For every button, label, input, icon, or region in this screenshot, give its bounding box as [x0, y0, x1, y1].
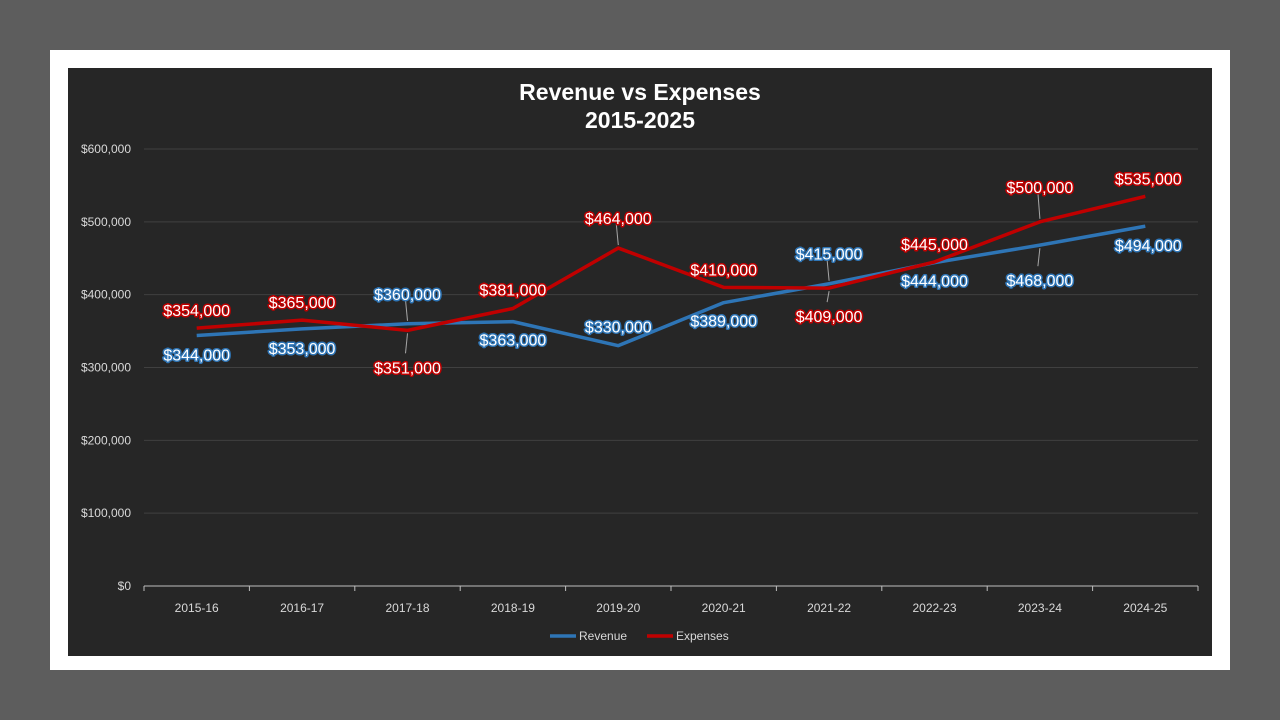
x-tick-label: 2020-21: [702, 601, 746, 615]
y-tick-label: $300,000: [81, 361, 131, 375]
x-tick-label: 2019-20: [596, 601, 640, 615]
y-tick-label: $0: [118, 579, 132, 593]
data-label-expenses: $351,000: [374, 360, 441, 377]
x-tick-label: 2016-17: [280, 601, 324, 615]
series-line-revenue: [196, 224, 1146, 348]
y-tick-label: $600,000: [81, 142, 131, 156]
leader-line: [826, 291, 830, 303]
x-tick-label: 2022-23: [912, 601, 956, 615]
legend-label-expenses: Expenses: [676, 629, 729, 643]
chart-area: Revenue vs Expenses 2015-2025 $0 $100,000…: [68, 68, 1212, 656]
data-label-revenue: $389,000: [690, 314, 757, 331]
leader-line: [615, 224, 619, 246]
data-label-revenue: $468,000: [1007, 273, 1074, 290]
series-line-expenses: [196, 194, 1146, 333]
data-label-revenue: $330,000: [585, 320, 652, 337]
data-label-expenses: $365,000: [269, 295, 336, 312]
y-tick-label: $400,000: [81, 288, 131, 302]
x-tick-label: 2018-19: [491, 601, 535, 615]
x-tick-label: 2015-16: [175, 601, 219, 615]
y-tick-label: $200,000: [81, 433, 131, 447]
legend-label-revenue: Revenue: [579, 629, 627, 643]
data-label-expenses: $381,000: [480, 283, 547, 300]
chart-title-line-2: 2015-2025: [585, 107, 695, 133]
data-label-revenue: $494,000: [1115, 238, 1182, 255]
x-tick-label: 2021-22: [807, 601, 851, 615]
leader-line: [1037, 192, 1041, 219]
data-label-expenses: $409,000: [796, 309, 863, 326]
data-label-expenses: $410,000: [690, 262, 757, 279]
data-label-expenses: $464,000: [585, 211, 652, 228]
x-tick-label: 2017-18: [385, 601, 429, 615]
y-tick-label: $500,000: [81, 215, 131, 229]
leader-line: [826, 259, 830, 281]
leader-line: [405, 299, 408, 321]
data-label-revenue: $344,000: [163, 347, 230, 364]
y-tick-label: $100,000: [81, 506, 131, 520]
x-tick-label: 2023-24: [1018, 601, 1062, 615]
data-label-revenue: $353,000: [269, 341, 336, 358]
data-label-revenue: $363,000: [480, 333, 547, 350]
data-label-expenses: $535,000: [1115, 171, 1182, 188]
data-label-expenses: $445,000: [901, 237, 968, 254]
chart-title-line-1: Revenue vs Expenses: [519, 79, 761, 105]
data-label-expenses: $500,000: [1007, 180, 1074, 197]
leader-line: [405, 333, 408, 354]
x-tick-label: 2024-25: [1123, 601, 1167, 615]
line-chart: Revenue vs Expenses 2015-2025 $0 $100,000…: [81, 79, 1199, 643]
data-label-revenue: $444,000: [901, 274, 968, 291]
leader-line: [1037, 248, 1041, 267]
data-label-revenue: $415,000: [796, 247, 863, 264]
data-label-revenue: $360,000: [374, 287, 441, 304]
data-label-expenses: $354,000: [163, 303, 230, 320]
